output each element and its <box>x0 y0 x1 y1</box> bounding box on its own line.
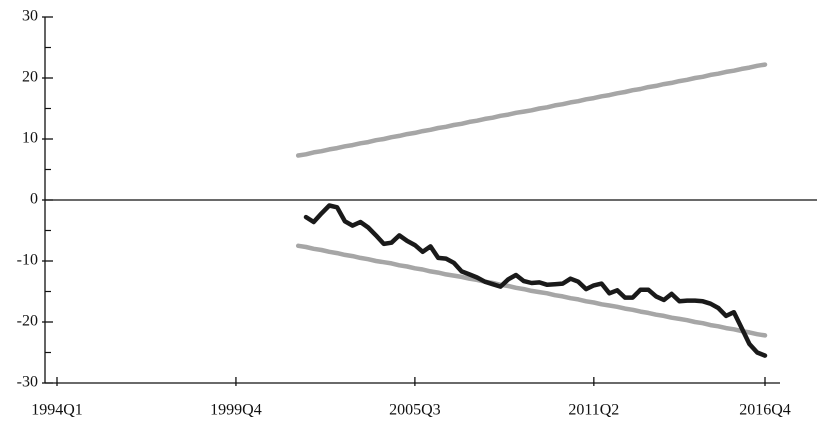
y-tick-label: 0 <box>30 191 38 208</box>
series-line <box>298 246 765 336</box>
x-tick-label: 2016Q4 <box>739 402 791 419</box>
x-tick-label: 1999Q4 <box>210 402 262 419</box>
x-tick-label: 2005Q3 <box>389 402 441 419</box>
x-tick-label: 1994Q1 <box>31 402 83 419</box>
x-tick-label: 2011Q2 <box>568 402 619 419</box>
y-tick-label: 10 <box>22 130 38 147</box>
series-line <box>306 206 765 356</box>
chart: -30 -20 -10 0 10 20 30 1994Q1 1999Q4 2005Q3 2011Q2… <box>0 0 817 426</box>
y-tick-label: -20 <box>17 313 38 330</box>
series-line <box>298 65 765 156</box>
y-tick-label: -30 <box>17 374 38 391</box>
y-tick-label: 20 <box>22 69 38 86</box>
page: -30 -20 -10 0 10 20 30 1994Q1 1999Q4 2005Q3 2011Q2… <box>0 0 817 426</box>
y-tick-label: 30 <box>22 8 38 25</box>
y-tick-label: -10 <box>17 252 38 269</box>
